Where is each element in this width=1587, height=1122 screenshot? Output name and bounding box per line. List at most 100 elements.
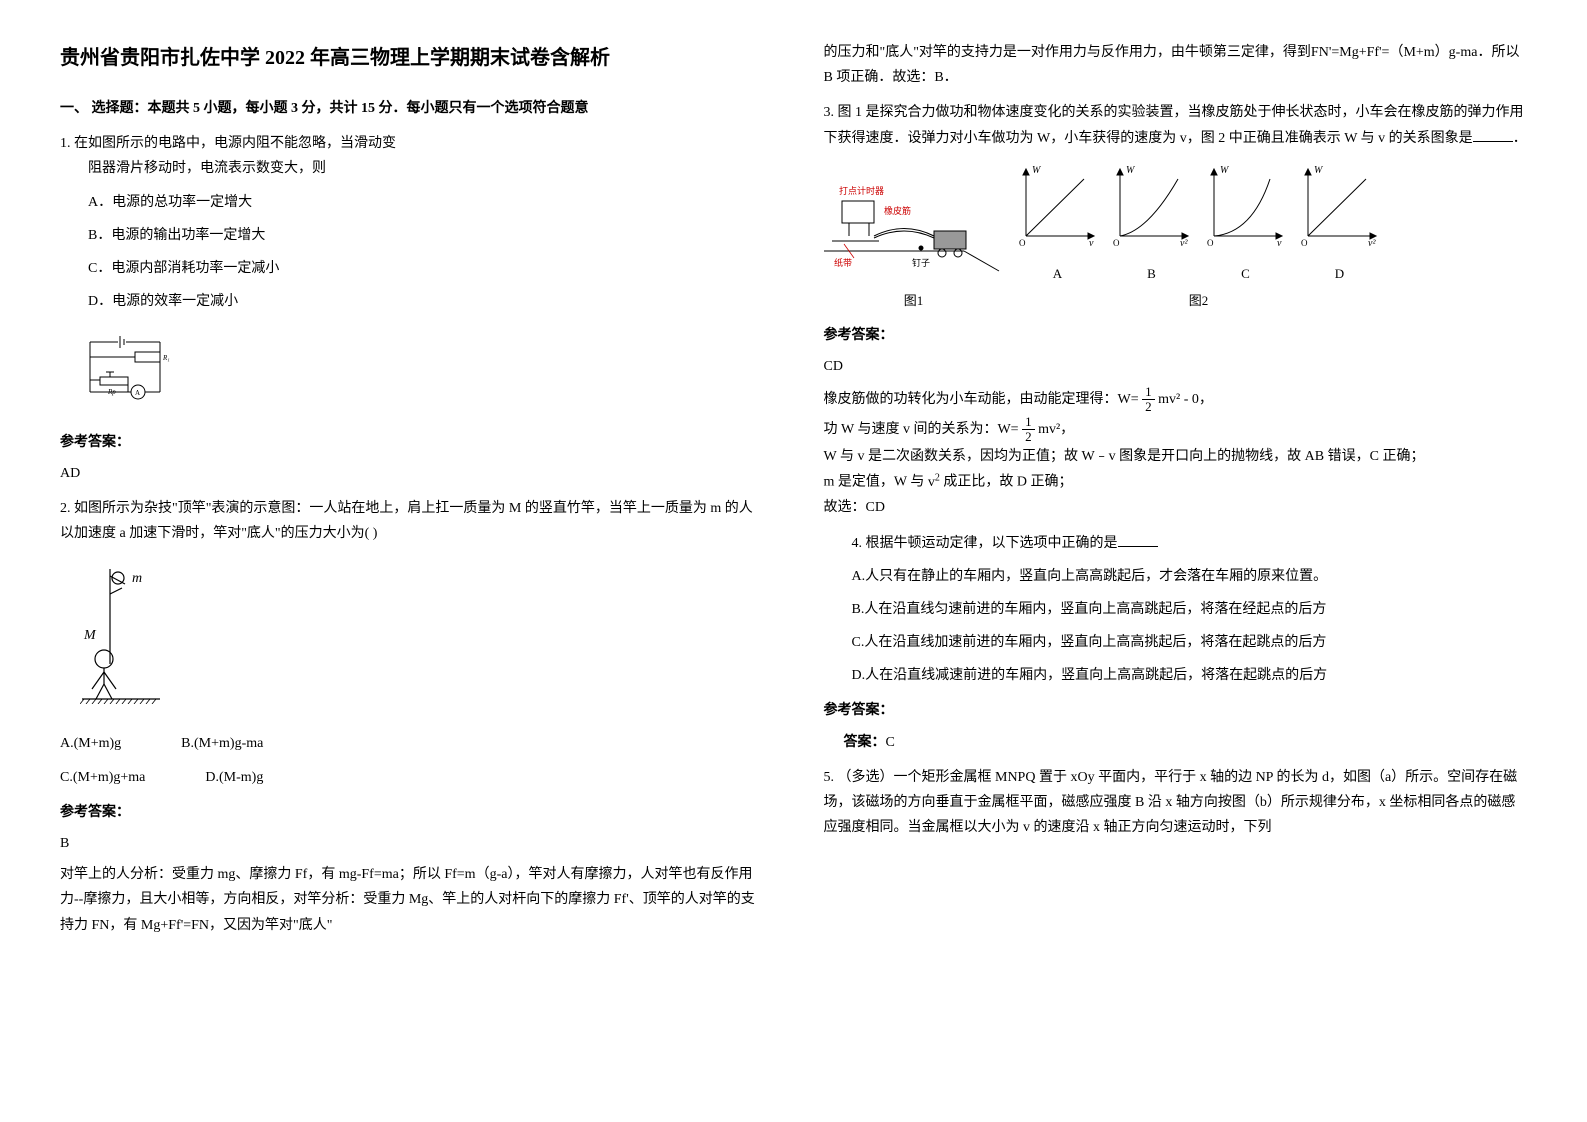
circuit-icon: R₁ Rp A — [80, 332, 180, 402]
graph-d-wrapper: W v² O D — [1296, 161, 1384, 286]
q4-option-b: B.人在沿直线匀速前进的车厢内，竖直向上高高跳起后，将落在经起点的后方 — [852, 597, 1528, 622]
q3-answer: CD — [824, 354, 1528, 379]
graph-b-xlabel: v² — [1180, 238, 1188, 249]
q1-answer-label: 参考答案： — [60, 430, 764, 455]
q1-answer: AD — [60, 461, 764, 486]
q1-option-c: C．电源内部消耗功率一定减小 — [88, 256, 764, 281]
graph-a-icon: W v O — [1014, 161, 1102, 249]
graph-c-label: C — [1202, 262, 1290, 285]
q1-circuit-figure: R₁ Rp A — [80, 324, 764, 419]
q3-exp4-b: 成正比，故 D 正确； — [943, 475, 1072, 490]
q4-answer-prefix: 答案： — [844, 735, 886, 750]
q4-stem-text: 4. 根据牛顿运动定律，以下选项中正确的是 — [852, 536, 1118, 551]
q3-exp2-a: 功 W 与速度 v 间的关系为：W= — [824, 422, 1019, 437]
q4-answer-label: 参考答案： — [824, 698, 1528, 723]
q1-option-b: B．电源的输出功率一定增大 — [88, 223, 764, 248]
svg-text:O: O — [1113, 238, 1120, 248]
graph-b-icon: W v² O — [1108, 161, 1196, 249]
graph-c-wrapper: W v O C — [1202, 161, 1290, 286]
graph-b-ylabel: W — [1126, 165, 1136, 176]
graph-a-xlabel: v — [1089, 238, 1094, 249]
fig1-label: 图1 — [824, 289, 1004, 312]
graph-d-label: D — [1296, 262, 1384, 285]
q2-option-b: B.(M+m)g-ma — [181, 731, 263, 756]
right-column: 的压力和"底人"对竿的支持力是一对作用力与反作用力，由牛顿第三定律，得到FN'=… — [824, 40, 1528, 948]
q4-answer-line: 答案：C — [844, 730, 1528, 755]
q3-figures-row: 打点计时器 橡皮筋 纸带 钉子 图1 — [824, 161, 1528, 313]
q2-option-a: A.(M+m)g — [60, 731, 121, 756]
fraction-half-2: 12 — [1022, 415, 1035, 445]
q3-exp1: 橡皮筋做的功转化为小车动能，由动能定理得：W= 12 mv² - 0， — [824, 385, 1528, 415]
device-icon: 打点计时器 橡皮筋 纸带 钉子 — [824, 166, 1004, 276]
pole-icon: m M — [80, 564, 190, 704]
q1-stem-line1: 1. 在如图所示的电路中，电源内阻不能忽略，当滑动变 — [60, 131, 764, 156]
graph-d-ylabel: W — [1314, 165, 1324, 176]
q2-stem: 2. 如图所示为杂技"顶竿"表演的示意图：一人站在地上，肩上扛一质量为 M 的竖… — [60, 496, 764, 546]
q2-continuation: 的压力和"底人"对竿的支持力是一对作用力与反作用力，由牛顿第三定律，得到FN'=… — [824, 40, 1528, 90]
q4-answer: C — [886, 735, 895, 750]
document-title: 贵州省贵阳市扎佐中学 2022 年高三物理上学期期末试卷含解析 — [60, 40, 764, 76]
q1-option-a: A．电源的总功率一定增大 — [88, 190, 764, 215]
clip-label: 钉子 — [912, 258, 930, 268]
q3-exp3: W 与 v 是二次函数关系，因均为正值；故 W﹣v 图象是开口向上的抛物线，故 … — [824, 444, 1528, 469]
q5-stem: 5. （多选）一个矩形金属框 MNPQ 置于 xOy 平面内，平行于 x 轴的边… — [824, 765, 1528, 841]
q3-exp2: 功 W 与速度 v 间的关系为：W= 12 mv²， — [824, 415, 1528, 445]
graphs-wrapper: W v O A — [1014, 161, 1384, 313]
fig2-label: 图2 — [1189, 289, 1209, 312]
rubber-label: 橡皮筋 — [884, 205, 911, 216]
question-4: 4. 根据牛顿运动定律，以下选项中正确的是 A.人只有在静止的车厢内，竖直向上高… — [824, 531, 1528, 755]
svg-text:O: O — [1019, 238, 1026, 248]
q3-exp1-a: 橡皮筋做的功转化为小车动能，由动能定理得：W= — [824, 392, 1139, 407]
q4-option-c: C.人在沿直线加速前进的车厢内，竖直向上高高挑起后，将落在起跳点的后方 — [852, 630, 1528, 655]
q1-option-d: D．电源的效率一定减小 — [88, 289, 764, 314]
svg-text:A: A — [135, 389, 140, 397]
question-2: 2. 如图所示为杂技"顶竿"表演的示意图：一人站在地上，肩上扛一质量为 M 的竖… — [60, 496, 764, 938]
graph-c-xlabel: v — [1277, 238, 1282, 249]
q4-stem: 4. 根据牛顿运动定律，以下选项中正确的是 — [852, 531, 1528, 556]
q3-exp5: 故选：CD — [824, 495, 1528, 520]
graph-b-wrapper: W v² O B — [1108, 161, 1196, 286]
big-m-label: M — [83, 628, 97, 643]
question-5: 5. （多选）一个矩形金属框 MNPQ 置于 xOy 平面内，平行于 x 轴的边… — [824, 765, 1528, 841]
q2-answer: B — [60, 831, 764, 856]
question-3: 3. 图 1 是探究合力做功和物体速度变化的关系的实验装置，当橡皮筋处于伸长状态… — [824, 100, 1528, 520]
q2-option-d: D.(M-m)g — [205, 765, 263, 790]
q3-stem-text: 3. 图 1 是探究合力做功和物体速度变化的关系的实验装置，当橡皮筋处于伸长状态… — [824, 105, 1524, 145]
graph-c-ylabel: W — [1220, 165, 1230, 176]
svg-text:O: O — [1207, 238, 1214, 248]
q3-exp2-b: mv²， — [1038, 422, 1074, 437]
graph-d-xlabel: v² — [1368, 238, 1376, 249]
graph-b-label: B — [1108, 262, 1196, 285]
graph-a-wrapper: W v O A — [1014, 161, 1102, 286]
question-1: 1. 在如图所示的电路中，电源内阻不能忽略，当滑动变 阻器滑片移动时，电流表示数… — [60, 131, 764, 486]
paper-label: 纸带 — [834, 257, 852, 268]
graph-a-label: A — [1014, 262, 1102, 285]
q3-exp1-b: mv² - 0， — [1158, 392, 1213, 407]
svg-text:R₁: R₁ — [162, 354, 170, 362]
device-figure-wrapper: 打点计时器 橡皮筋 纸带 钉子 图1 — [824, 166, 1004, 313]
q1-stem-line2: 阻器滑片移动时，电流表示数变大，则 — [88, 156, 764, 181]
q2-pole-figure: m M — [80, 556, 764, 721]
q2-option-c: C.(M+m)g+ma — [60, 765, 145, 790]
q4-blank — [1118, 532, 1158, 547]
q3-period: ． — [1513, 131, 1527, 146]
svg-text:Rp: Rp — [107, 388, 116, 396]
q3-stem: 3. 图 1 是探究合力做功和物体速度变化的关系的实验装置，当橡皮筋处于伸长状态… — [824, 100, 1528, 150]
v-squared: v2 — [928, 475, 940, 490]
m-label: m — [132, 571, 142, 586]
graph-d-icon: W v² O — [1296, 161, 1384, 249]
q3-exp4: m 是定值，W 与 v2 成正比，故 D 正确； — [824, 469, 1528, 495]
timer-label: 打点计时器 — [839, 185, 884, 196]
graph-c-icon: W v O — [1202, 161, 1290, 249]
q2-explanation: 对竿上的人分析：受重力 mg、摩擦力 Ff，有 mg-Ff=ma；所以 Ff=m… — [60, 862, 764, 938]
graph-a-ylabel: W — [1032, 165, 1042, 176]
q4-option-a: A.人只有在静止的车厢内，竖直向上高高跳起后，才会落在车厢的原来位置。 — [852, 564, 1528, 589]
blank-underline — [1473, 127, 1513, 142]
q4-option-d: D.人在沿直线减速前进的车厢内，竖直向上高高跳起后，将落在起跳点的后方 — [852, 663, 1528, 688]
q3-answer-label: 参考答案： — [824, 323, 1528, 348]
left-column: 贵州省贵阳市扎佐中学 2022 年高三物理上学期期末试卷含解析 一、 选择题：本… — [60, 40, 764, 948]
q2-answer-label: 参考答案： — [60, 800, 764, 825]
fraction-half-1: 12 — [1142, 385, 1155, 415]
section-1-header: 一、 选择题：本题共 5 小题，每小题 3 分，共计 15 分．每小题只有一个选… — [60, 96, 764, 121]
svg-text:O: O — [1301, 238, 1308, 248]
